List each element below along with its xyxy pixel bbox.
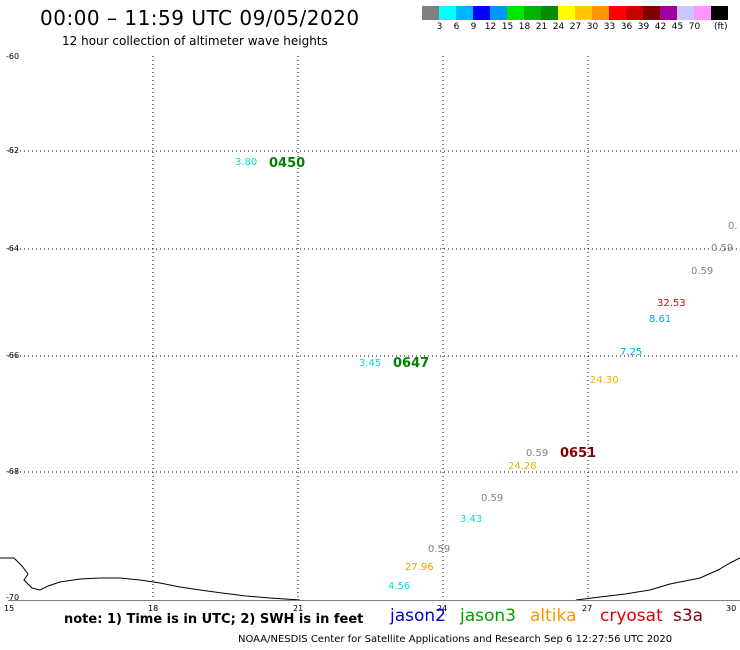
wave-height-label: 7.25 [620, 347, 643, 358]
color-scale-label: 36 [620, 22, 633, 32]
color-scale-label: 12 [484, 22, 497, 32]
color-swatch [609, 6, 626, 20]
color-swatch [626, 6, 643, 20]
color-scale-label: 21 [535, 22, 548, 32]
color-swatch [524, 6, 541, 20]
color-swatch [694, 6, 711, 20]
wave-height-label: 24.30 [590, 375, 619, 386]
color-scale-label: 42 [654, 22, 667, 32]
color-scale-label: 9 [470, 22, 477, 32]
color-swatch [422, 6, 439, 20]
color-swatch [473, 6, 490, 20]
wave-height-label: 3.80 [235, 157, 258, 168]
lat-label: -64 [6, 244, 20, 253]
pass-time-label: 0450 [269, 156, 306, 171]
wave-height-label: 32.53 [657, 298, 686, 309]
color-swatch [456, 6, 473, 20]
color-swatch [711, 6, 728, 20]
map-subtitle: 12 hour collection of altimeter wave hei… [62, 34, 328, 48]
color-scale-label: 27 [569, 22, 582, 32]
wave-height-label: 0.59 [711, 243, 734, 254]
color-swatch [643, 6, 660, 20]
wave-height-label: 3.43 [460, 514, 483, 525]
color-scale-label: 15 [501, 22, 514, 32]
wave-height-label: 0.59 [428, 544, 451, 555]
wave-height-label: 24.28 [508, 461, 537, 472]
color-swatch [660, 6, 677, 20]
color-swatch [677, 6, 694, 20]
color-scale-label: 6 [453, 22, 460, 32]
wave-height-label: 0.59 [481, 493, 504, 504]
wave-height-label: 0.59 [691, 266, 714, 277]
units-note: note: 1) Time is in UTC; 2) SWH is in fe… [64, 612, 364, 627]
color-swatch [541, 6, 558, 20]
antarctic-coastline [0, 557, 740, 601]
wave-height-label: 3.45 [359, 358, 382, 369]
credit-footer: NOAA/NESDIS Center for Satellite Applica… [238, 634, 673, 645]
pass-time-label: 0647 [393, 356, 430, 371]
color-scale-label: 3 [436, 22, 443, 32]
color-swatch [507, 6, 524, 20]
lat-label: -70 [6, 593, 20, 602]
wave-height-label: 0. [728, 221, 738, 232]
color-swatch [575, 6, 592, 20]
lat-label: -68 [6, 467, 20, 476]
color-scale-label: 18 [518, 22, 531, 32]
satellite-jason3: jason3 [460, 606, 516, 626]
lat-label: -60 [6, 52, 20, 61]
satellite-cryosat: cryosat [600, 606, 663, 626]
color-scale-label: 39 [637, 22, 650, 32]
lon-label: 24 [437, 604, 448, 613]
color-scale-label: 70 [688, 22, 701, 32]
color-swatch [558, 6, 575, 20]
pass-time-label: 0651 [560, 446, 597, 461]
color-scale-label: 33 [603, 22, 616, 32]
color-swatch [439, 6, 456, 20]
lon-label: 18 [148, 604, 159, 613]
wave-height-label: 4.56 [388, 581, 411, 592]
lon-label: 27 [582, 604, 593, 613]
satellite-jason2: jason2 [390, 606, 446, 626]
lat-lon-grid [8, 56, 740, 600]
lon-label: 30 [726, 604, 737, 613]
color-scale-label: 45 [671, 22, 684, 32]
wave-height-label: 27.96 [405, 562, 434, 573]
map-title: 00:00 – 11:59 UTC 09/05/2020 [40, 6, 360, 30]
color-swatch [592, 6, 609, 20]
lon-label: 15 [4, 604, 15, 613]
wave-height-label: 0.59 [526, 448, 549, 459]
satellite-s3a: s3a [673, 606, 704, 626]
color-swatch [490, 6, 507, 20]
satellite-altika: altika [530, 606, 577, 626]
color-scale-label: 30 [586, 22, 599, 32]
lon-label: 21 [293, 604, 304, 613]
lat-label: -62 [6, 146, 20, 155]
legend-units: (ft) [714, 22, 728, 32]
color-scale-label: 24 [552, 22, 565, 32]
lat-label: -66 [6, 351, 20, 360]
wave-height-label: 8.61 [649, 314, 672, 325]
